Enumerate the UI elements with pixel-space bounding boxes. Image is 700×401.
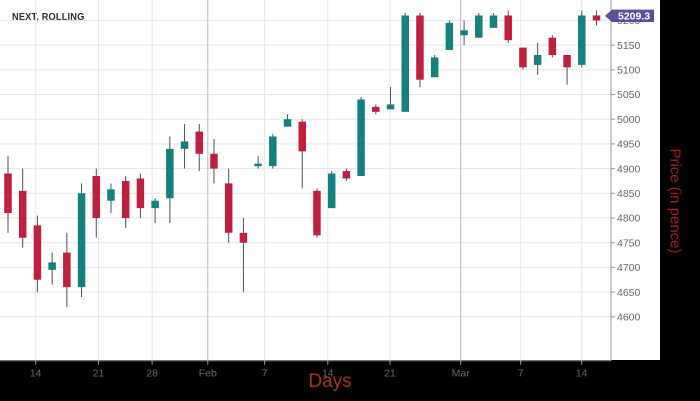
svg-text:5150: 5150 [617, 40, 641, 52]
svg-text:4650: 4650 [617, 287, 641, 299]
svg-text:5100: 5100 [617, 65, 641, 77]
svg-text:5050: 5050 [617, 89, 641, 101]
svg-text:4850: 4850 [617, 188, 641, 200]
svg-text:4950: 4950 [617, 139, 641, 151]
svg-text:5209.3: 5209.3 [618, 11, 650, 23]
svg-text:4750: 4750 [617, 237, 641, 249]
svg-text:4700: 4700 [617, 262, 641, 274]
svg-text:4600: 4600 [617, 311, 641, 323]
svg-text:4800: 4800 [617, 213, 641, 225]
svg-text:4900: 4900 [617, 163, 641, 175]
svg-text:5000: 5000 [617, 114, 641, 126]
